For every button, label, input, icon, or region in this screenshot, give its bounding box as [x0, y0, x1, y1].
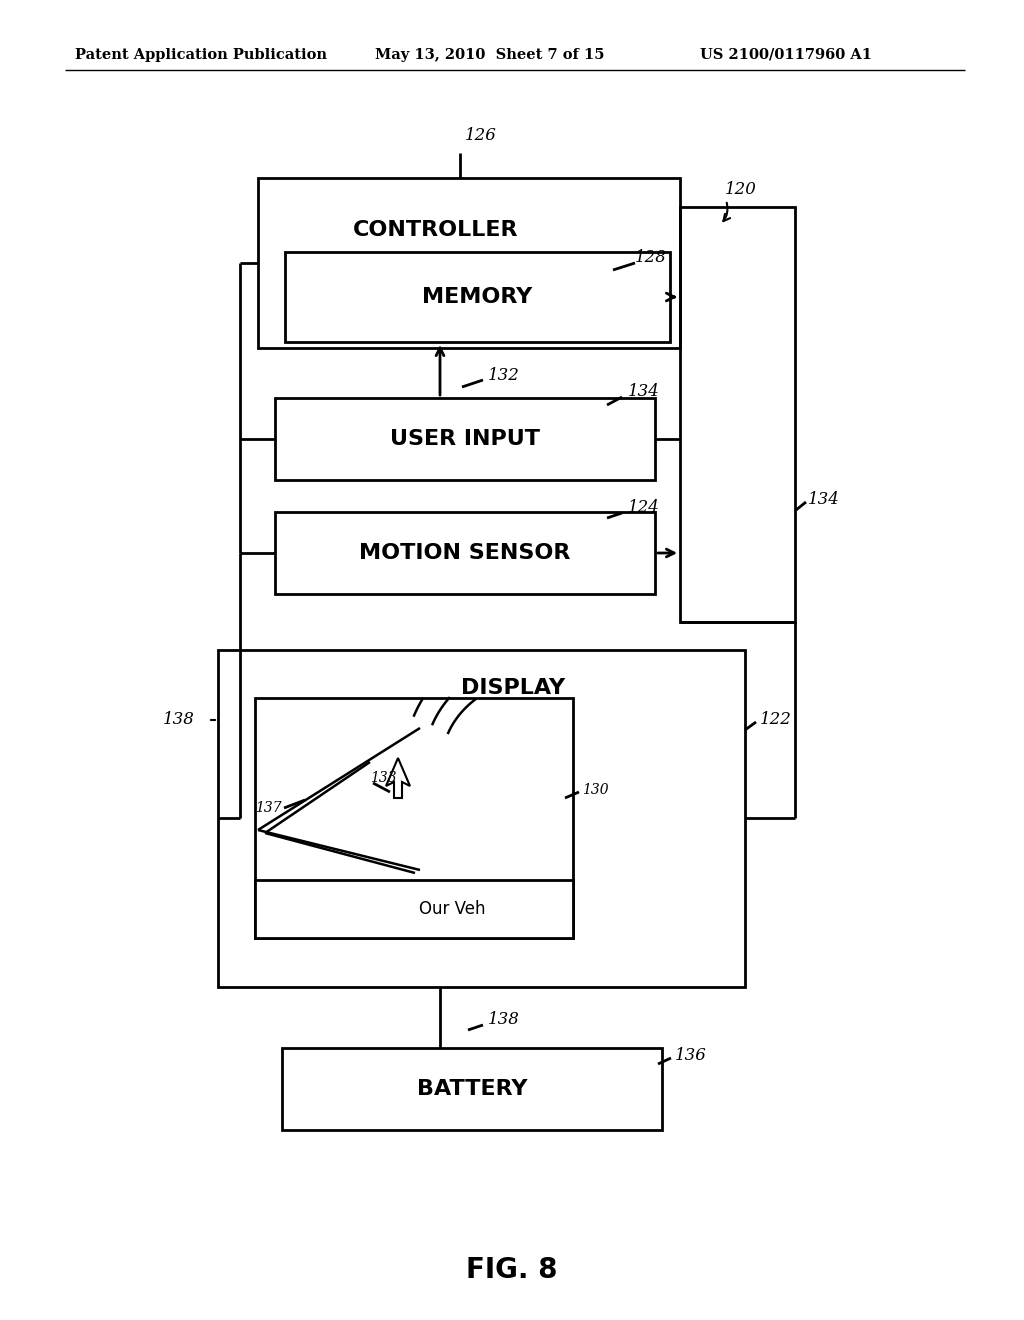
- Text: FIG. 8: FIG. 8: [466, 1257, 558, 1284]
- Text: 128: 128: [635, 249, 667, 267]
- Polygon shape: [386, 758, 410, 799]
- Bar: [275, 399, 655, 480]
- Text: Patent Application Publication: Patent Application Publication: [75, 48, 327, 62]
- Bar: [258, 178, 680, 348]
- Bar: [282, 1048, 662, 1130]
- Bar: [218, 649, 745, 987]
- Bar: [255, 698, 573, 939]
- Bar: [285, 252, 670, 342]
- Text: MEMORY: MEMORY: [422, 286, 532, 308]
- Text: 133: 133: [370, 771, 396, 785]
- Text: US 2100/0117960 A1: US 2100/0117960 A1: [700, 48, 872, 62]
- Text: USER INPUT: USER INPUT: [390, 429, 540, 449]
- Text: 122: 122: [760, 711, 792, 729]
- Text: 138: 138: [163, 711, 195, 729]
- Text: CONTROLLER: CONTROLLER: [352, 220, 518, 240]
- Text: MOTION SENSOR: MOTION SENSOR: [359, 543, 570, 564]
- Bar: [275, 512, 655, 594]
- Text: 134: 134: [628, 384, 659, 400]
- Text: 137: 137: [255, 801, 282, 814]
- Text: 134: 134: [808, 491, 840, 508]
- Text: Our Veh: Our Veh: [419, 900, 485, 917]
- Text: 132: 132: [488, 367, 520, 384]
- Text: 136: 136: [675, 1047, 707, 1064]
- Text: 126: 126: [465, 127, 497, 144]
- Text: 130: 130: [582, 783, 608, 797]
- Text: May 13, 2010  Sheet 7 of 15: May 13, 2010 Sheet 7 of 15: [375, 48, 604, 62]
- Text: 124: 124: [628, 499, 659, 516]
- Text: 120: 120: [725, 181, 757, 198]
- Text: 138: 138: [488, 1011, 520, 1028]
- Bar: [255, 880, 573, 939]
- Bar: [680, 207, 795, 622]
- Text: BATTERY: BATTERY: [417, 1078, 527, 1100]
- Text: DISPLAY: DISPLAY: [461, 678, 565, 698]
